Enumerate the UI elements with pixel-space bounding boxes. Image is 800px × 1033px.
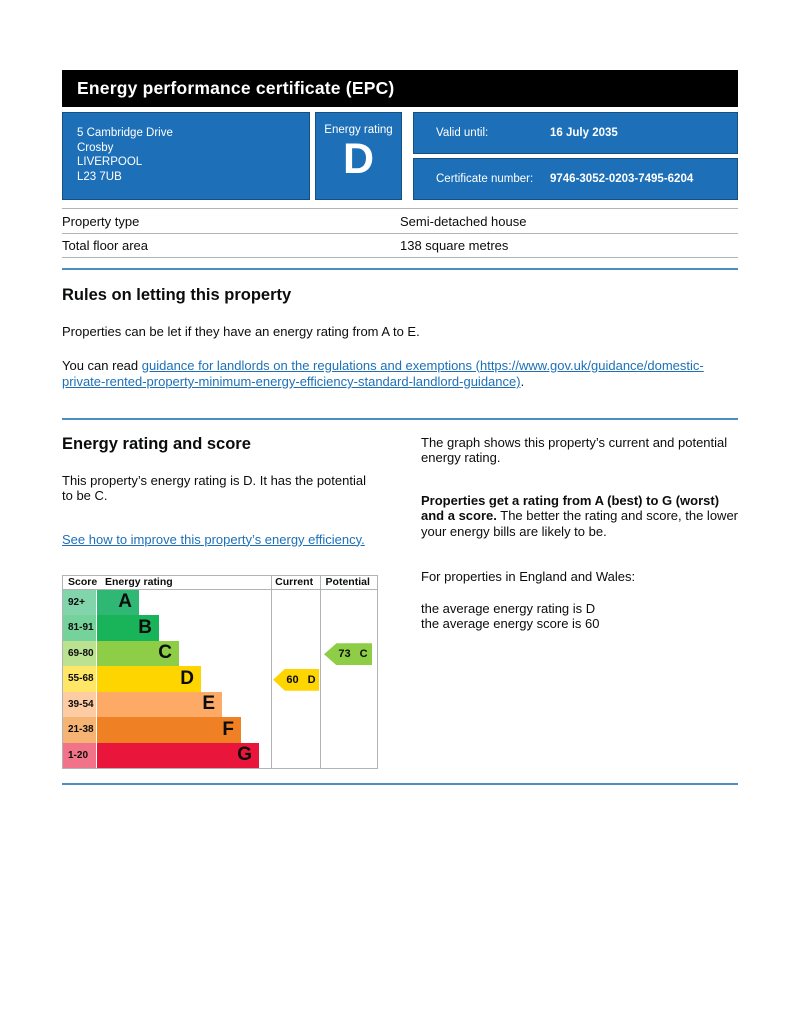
band-score-range: 39-54 (63, 691, 97, 717)
band-bar-c: C (97, 640, 179, 666)
summary-panel: 5 Cambridge Drive Crosby LIVERPOOL L23 7… (62, 112, 738, 200)
potential-column-header: Potential (325, 576, 370, 588)
address-line-2: Crosby (77, 141, 114, 154)
rules-section-heading: Rules on letting this property (62, 286, 292, 304)
table-row: Total floor area 138 square metres (62, 233, 738, 258)
energy-rating-panel: Energy rating D (315, 112, 402, 200)
band-bar-g: G (97, 742, 259, 768)
section-divider (62, 783, 738, 785)
band-score-range: 1-20 (63, 742, 97, 768)
band-score-range: 55-68 (63, 666, 97, 692)
table-row: Property type Semi-detached house (62, 208, 738, 233)
energy-rating-letter: D (342, 135, 375, 183)
band-bar-d: D (97, 666, 201, 692)
valid-until-value: 16 July 2035 (550, 127, 618, 139)
band-bar-a: A (97, 589, 139, 615)
chart-grid-line (271, 575, 272, 768)
address-line-1: 5 Cambridge Drive (77, 127, 173, 139)
improve-efficiency-link[interactable]: See how to improve this property’s energ… (62, 531, 365, 547)
chart-band-row: 92+ A (63, 589, 377, 615)
guidance-prefix: You can read (62, 357, 142, 373)
chart-band-row: 55-68 D (63, 666, 377, 692)
valid-until-label: Valid until: (436, 127, 489, 139)
floor-area-value: 138 square metres (400, 238, 509, 253)
average-score-line: the average energy score is 60 (421, 616, 600, 631)
certificate-number-label: Certificate number: (436, 173, 534, 185)
guidance-suffix: . (520, 374, 525, 389)
certificate-title-bar: Energy performance certificate (EPC) (62, 70, 738, 107)
current-band: D (307, 673, 316, 686)
graph-description-paragraph: The graph shows this property’s current … (421, 434, 728, 466)
page-title: Energy performance certificate (EPC) (77, 78, 395, 98)
page-content: Energy performance certificate (EPC) 5 C… (62, 70, 738, 785)
property-facts-table: Property type Semi-detached house Total … (62, 208, 738, 258)
chart-band-row: 39-54 E (63, 691, 377, 717)
property-type-label: Property type (62, 213, 140, 229)
rating-explainer-paragraph: Properties get a rating from A (best) to… (421, 493, 738, 540)
rating-left-column: Energy rating and score This property’s … (62, 434, 378, 769)
potential-rating-arrow: 73 C (324, 643, 372, 666)
current-score: 60 (286, 673, 299, 686)
band-bar-b: B (97, 615, 159, 641)
band-bar-f: F (97, 717, 241, 743)
rating-right-column: The graph shows this property’s current … (421, 435, 738, 770)
chart-band-row: 1-20 G (63, 742, 377, 768)
chart-rows: 92+ A 81-91 B 69-80 C 55-68 D 39-54 E 21-38 F 1-20 G (63, 589, 377, 768)
energy-rating-section: Energy rating and score This property’s … (62, 434, 738, 770)
england-wales-paragraph: For properties in England and Wales: (421, 569, 636, 584)
chart-grid-line (320, 575, 321, 768)
chart-header-row: Score Energy rating Current Potential (63, 576, 377, 590)
band-score-range: 92+ (63, 589, 97, 615)
rating-section-heading: Energy rating and score (62, 434, 251, 453)
current-column-header: Current (275, 576, 314, 588)
rating-explainer-bold: Properties get a rating from A (best) to… (421, 492, 720, 524)
band-score-range: 81-91 (63, 615, 97, 641)
certificate-number-row: Certificate number: 9746-3052-0203-7495-… (413, 158, 738, 200)
rules-guidance-paragraph: You can read guidance for landlords on t… (62, 358, 738, 391)
band-score-range: 69-80 (63, 640, 97, 666)
rating-summary-paragraph: This property’s energy rating is D. It h… (62, 472, 366, 504)
validity-panel: Valid until: 16 July 2035 Certificate nu… (413, 112, 738, 200)
potential-band: C (359, 648, 368, 661)
energy-rating-column-header: Energy rating (105, 576, 173, 588)
current-rating-arrow: 60 D (273, 668, 319, 691)
chart-band-row: 21-38 F (63, 717, 377, 743)
property-address: 5 Cambridge Drive Crosby LIVERPOOL L23 7… (62, 112, 310, 200)
rating-explainer-rest: The better the rating and score, the low… (421, 508, 738, 539)
property-type-value: Semi-detached house (400, 213, 527, 229)
energy-rating-label: Energy rating (324, 124, 393, 136)
valid-until-row: Valid until: 16 July 2035 (413, 112, 738, 154)
address-line-4: L23 7UB (77, 170, 122, 183)
average-rating-line: the average energy rating is D (421, 600, 596, 616)
epc-rating-chart: Score Energy rating Current Potential 92… (62, 574, 378, 769)
band-score-range: 21-38 (63, 717, 97, 743)
section-divider (62, 268, 738, 270)
chart-band-row: 81-91 B (63, 615, 377, 641)
certificate-number-value: 9746-3052-0203-7495-6204 (550, 173, 694, 185)
rules-paragraph: Properties can be let if they have an en… (62, 324, 420, 339)
potential-score: 73 (338, 648, 351, 661)
address-line-3: LIVERPOOL (77, 156, 143, 168)
section-divider (62, 417, 738, 420)
band-bar-e: E (97, 691, 222, 717)
score-column-header: Score (68, 576, 98, 588)
chart-band-row: 69-80 C (63, 640, 377, 666)
landlord-guidance-link[interactable]: guidance for landlords on the regulation… (62, 357, 704, 390)
floor-area-label: Total floor area (62, 238, 148, 253)
